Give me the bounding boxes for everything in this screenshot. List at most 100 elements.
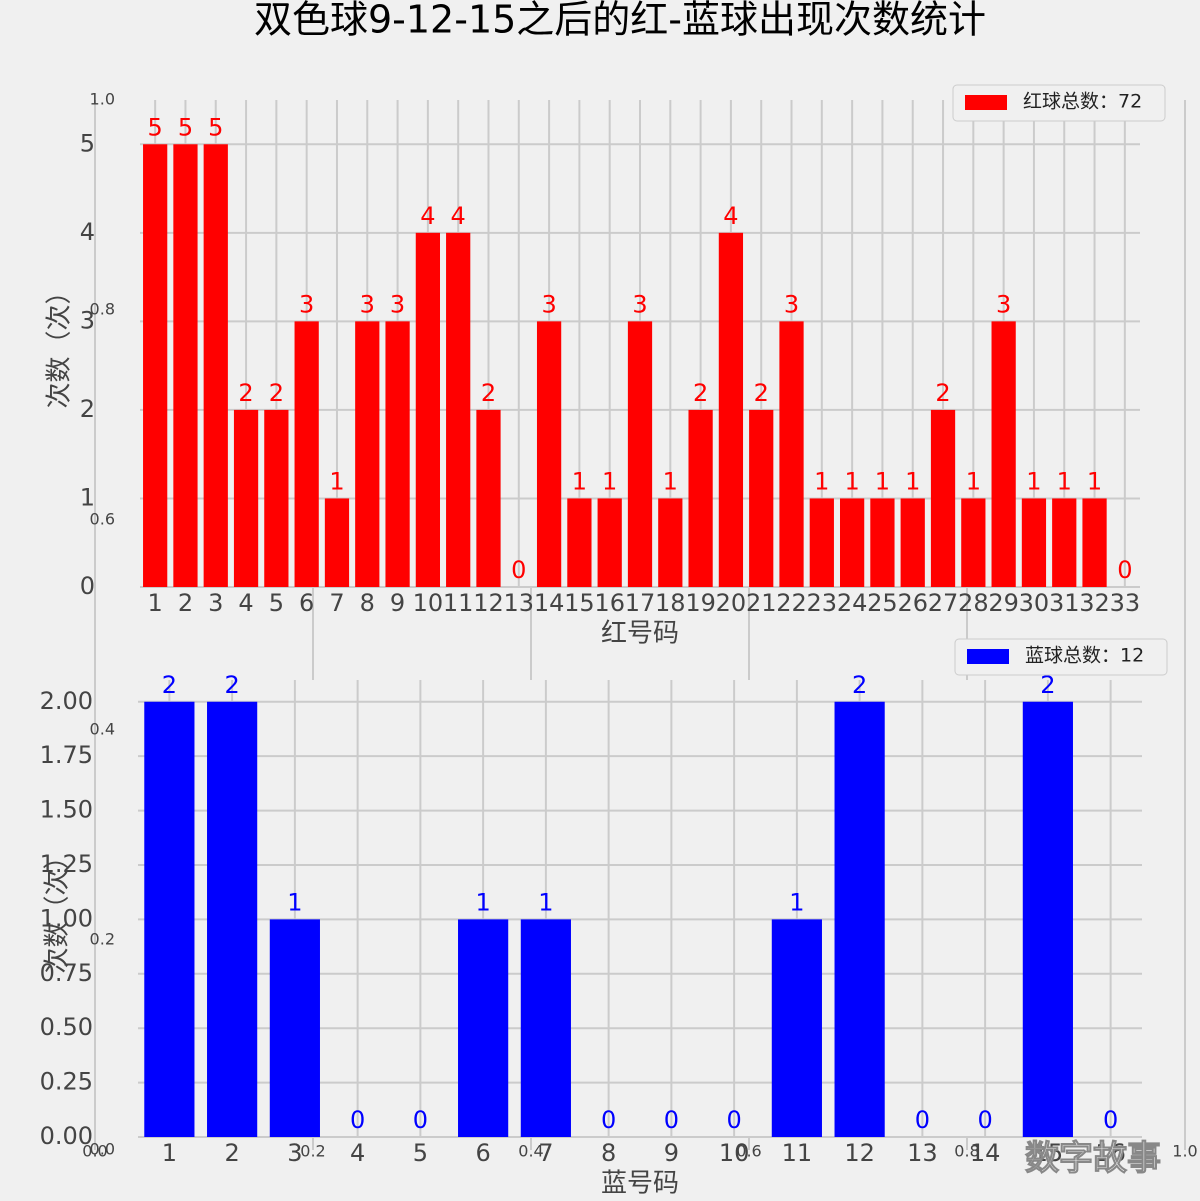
watermark: 数字故事 <box>1025 1139 1161 1179</box>
x-axis-label: 蓝号码 <box>601 1169 679 1199</box>
bar <box>718 232 744 587</box>
bar <box>840 498 865 587</box>
x-tick-label: 9 <box>664 1139 679 1167</box>
y-tick-label: 1.00 <box>40 904 93 932</box>
y-tick-label: 0 <box>80 572 95 600</box>
bg-y-tick-label: 0.0 <box>90 1140 115 1159</box>
x-tick-label: 28 <box>958 589 989 617</box>
bg-x-tick-label: 0.8 <box>954 1142 979 1161</box>
bar <box>520 919 571 1137</box>
x-tick-label: 2 <box>224 1139 239 1167</box>
bar <box>264 409 289 587</box>
bg-y-tick-label: 0.2 <box>90 930 115 949</box>
value-label: 0 <box>413 1106 428 1134</box>
value-label: 5 <box>178 113 193 141</box>
value-label: 1 <box>475 888 490 916</box>
value-label: 1 <box>538 888 553 916</box>
bg-x-tick-label: 0.4 <box>518 1142 543 1161</box>
x-tick-label: 16 <box>1095 1139 1126 1167</box>
bar <box>809 498 834 587</box>
value-label: 3 <box>541 290 556 318</box>
bar <box>476 409 501 587</box>
y-axis-label: 次数（次） <box>43 843 73 973</box>
value-label: 3 <box>784 290 799 318</box>
value-label: 0 <box>1103 1106 1118 1134</box>
value-label: 2 <box>1040 671 1055 699</box>
x-tick-label: 13 <box>504 589 535 617</box>
legend-box <box>952 84 1166 122</box>
bar <box>834 701 885 1137</box>
value-label: 0 <box>1117 556 1132 584</box>
x-tick-label: 10 <box>413 589 444 617</box>
bar <box>458 919 509 1137</box>
bg-x-tick-label: 0.2 <box>300 1142 325 1161</box>
x-tick-label: 8 <box>360 589 375 617</box>
x-tick-label: 15 <box>564 589 595 617</box>
x-axis-label: 红号码 <box>601 619 679 649</box>
bar <box>536 321 562 587</box>
bar <box>207 701 258 1137</box>
legend-swatch <box>967 649 1009 664</box>
y-axis-label: 次数（次） <box>45 278 75 408</box>
y-tick-label: 0.75 <box>40 959 93 987</box>
value-label: 3 <box>390 290 405 318</box>
value-label: 5 <box>208 113 223 141</box>
bg-x-tick-label: 1.0 <box>1172 1142 1197 1161</box>
value-label: 1 <box>1057 467 1072 495</box>
value-label: 0 <box>726 1106 741 1134</box>
bar <box>324 498 350 587</box>
x-tick-label: 14 <box>534 589 565 617</box>
value-label: 1 <box>1026 467 1041 495</box>
value-label: 1 <box>287 888 302 916</box>
value-label: 2 <box>238 379 253 407</box>
value-label: 2 <box>481 379 496 407</box>
x-tick-label: 24 <box>837 589 868 617</box>
bg-y-tick-label: 0.4 <box>90 720 115 739</box>
x-tick-label: 8 <box>601 1139 616 1167</box>
bg-y-tick-label: 0.6 <box>90 510 115 529</box>
x-tick-label: 18 <box>655 589 686 617</box>
y-tick-label: 1.50 <box>40 796 93 824</box>
x-tick-label: 2 <box>178 589 193 617</box>
bg-x-tick-label: 0.6 <box>736 1142 761 1161</box>
y-tick-label: 0.00 <box>40 1122 93 1150</box>
value-label: 2 <box>852 671 867 699</box>
bar <box>1021 498 1047 587</box>
value-label: 0 <box>601 1106 616 1134</box>
x-tick-label: 1 <box>162 1139 177 1167</box>
x-tick-label: 17 <box>625 589 656 617</box>
value-label: 0 <box>511 556 526 584</box>
bar <box>385 321 410 587</box>
bar <box>567 498 592 587</box>
y-tick-label: 5 <box>80 129 95 157</box>
x-tick-label: 7 <box>538 1139 553 1167</box>
value-label: 2 <box>935 379 950 407</box>
value-label: 1 <box>663 467 678 495</box>
y-tick-label: 2 <box>80 395 95 423</box>
x-tick-label: 11 <box>443 589 474 617</box>
bar <box>658 498 683 587</box>
y-tick-label: 0.50 <box>40 1013 93 1041</box>
x-tick-label: 12 <box>844 1139 875 1167</box>
subplot: 0.000.250.500.751.001.251.501.752.001 2 3 4… <box>40 638 1168 1199</box>
bar <box>355 321 380 587</box>
bar <box>991 321 1016 587</box>
x-tick-label: 29 <box>988 589 1019 617</box>
x-tick-label: 33 <box>1110 589 1141 617</box>
x-tick-label: 16 <box>594 589 625 617</box>
x-tick-label: 12 <box>473 589 504 617</box>
bar <box>269 919 320 1137</box>
x-tick-label: 22 <box>776 589 807 617</box>
x-tick-label: 23 <box>807 589 838 617</box>
value-label: 1 <box>905 467 920 495</box>
x-tick-label: 3 <box>287 1139 302 1167</box>
value-label: 0 <box>915 1106 930 1134</box>
x-tick-label: 21 <box>746 589 777 617</box>
value-label: 4 <box>723 202 738 230</box>
bar <box>144 701 195 1137</box>
x-tick-label: 10 <box>719 1139 750 1167</box>
value-label: 1 <box>602 467 617 495</box>
bg-y-tick-label: 0.8 <box>90 300 115 319</box>
bar <box>1022 701 1073 1137</box>
bar <box>900 498 925 587</box>
